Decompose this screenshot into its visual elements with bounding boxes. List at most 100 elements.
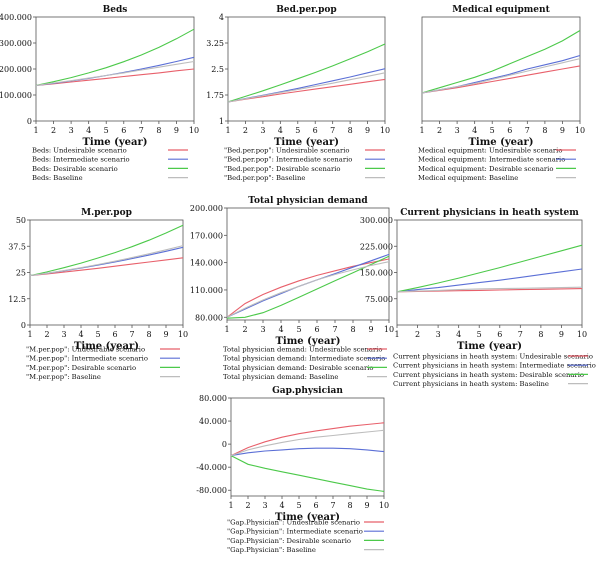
chart-title: Total physician demand [248, 196, 368, 206]
legend-entry-label: Medical equipment: Undesirable scenario [418, 147, 562, 155]
chart-panel: Bed.per.pop 1 1.75 2.5 3.25 4 1 2 3 4 5 6 7 8 9 10 Time … [206, 5, 390, 182]
plot-frame [227, 16, 386, 122]
x-tick-label: 9 [368, 325, 373, 334]
x-tick-label: 1 [394, 330, 399, 339]
series-line [230, 455, 385, 492]
series-line [227, 43, 386, 103]
chart-panel: Current physicians in heath system 75.000… [360, 208, 596, 388]
x-tick-label: 2 [415, 330, 420, 339]
x-tick-label: 1 [225, 126, 230, 135]
chart-panel: M.per.pop 0 12.5 25 37.5 50 1 2 3 4 5 6 7 8 9 10 Time (y… [8, 208, 188, 381]
x-tick-label: 8 [348, 126, 353, 135]
x-tick-label: 5 [95, 330, 100, 339]
x-tick-label: 9 [559, 330, 564, 339]
x-tick-label: 2 [437, 126, 442, 135]
x-tick-label: 8 [146, 330, 151, 339]
x-tick-label: 3 [260, 126, 265, 135]
x-tick-label: 8 [347, 501, 352, 510]
y-tick-label: 37.5 [8, 242, 26, 251]
x-tick-label: 8 [538, 330, 543, 339]
series-line [29, 257, 184, 277]
legend-entry-label: Beds: Intermediate scenario [32, 156, 130, 164]
plot-frame [35, 16, 195, 122]
x-tick-label: 6 [507, 126, 512, 135]
x-tick-label: 1 [33, 126, 38, 135]
y-tick-label: -40.000 [196, 463, 227, 472]
y-tick-label: 25 [16, 269, 26, 278]
x-tick-label: 1 [27, 330, 32, 339]
series-line [35, 68, 195, 86]
legend-entry-label: Beds: Desirable scenario [32, 165, 118, 173]
x-tick-label: 10 [575, 126, 585, 135]
x-axis-label: Time (year) [274, 137, 339, 148]
x-axis-label: Time (year) [468, 137, 533, 148]
legend-entry-label: Current physicians in heath system: Inte… [393, 362, 596, 370]
x-tick-label: 2 [242, 325, 247, 334]
legend-entry-label: Total physician demand: Baseline [223, 373, 338, 381]
x-tick-label: 5 [477, 330, 482, 339]
legend-entry-label: Total physician demand: Undesirable scen… [223, 346, 382, 354]
x-tick-label: 5 [296, 325, 301, 334]
legend-entry-label: "Gap.Physician": Intermediate scenario [227, 528, 363, 536]
y-tick-label: 50 [16, 216, 26, 225]
legend-entry-label: Beds: Undesirable scenario [32, 147, 127, 155]
chart-panel: Gap.physician -80.000 -40.000 0 40.000 80.000… [196, 386, 389, 554]
legend-entry-label: "M.per.pop": Undesirable scenario [26, 346, 145, 354]
legend-entry-label: Current physicians in heath system: Unde… [393, 353, 593, 361]
x-tick-label: 3 [69, 126, 74, 135]
legend-entry-label: Current physicians in heath system: Base… [393, 380, 549, 388]
x-tick-label: 9 [560, 126, 565, 135]
series-line [29, 245, 184, 277]
x-tick-label: 2 [44, 330, 49, 339]
x-tick-label: 10 [577, 330, 587, 339]
chart-panel: Total physician demand 80.000 110.000 140.0… [190, 196, 394, 381]
chart-title: Current physicians in heath system [400, 208, 579, 218]
legend-entry-label: Current physicians in heath system: Desi… [393, 371, 584, 379]
x-tick-label: 3 [61, 330, 66, 339]
x-tick-label: 1 [224, 325, 229, 334]
x-axis-label: Time (year) [275, 336, 340, 347]
y-tick-label: 110.000 [190, 286, 223, 295]
legend-entry-label: Beds: Baseline [32, 174, 83, 182]
series-line [230, 422, 385, 457]
x-tick-label: 3 [262, 501, 267, 510]
x-tick-label: 6 [112, 330, 117, 339]
x-axis-label: Time (year) [457, 341, 522, 352]
plot-frame [226, 207, 390, 321]
x-tick-label: 4 [456, 330, 461, 339]
legend-entry-label: Medical equipment: Intermediate scenario [418, 156, 565, 164]
series-line [396, 286, 583, 293]
series-line [35, 28, 195, 86]
y-tick-label: 80.000 [199, 394, 227, 403]
y-tick-label: 1 [219, 117, 224, 126]
x-tick-label: 3 [455, 126, 460, 135]
series-line [230, 429, 385, 457]
x-tick-label: 10 [380, 126, 390, 135]
y-tick-label: 75.000 [365, 295, 393, 304]
legend-entry-label: Medical equipment: Desirable scenario [418, 165, 553, 173]
x-tick-label: 10 [384, 325, 394, 334]
x-tick-label: 5 [104, 126, 109, 135]
x-tick-label: 6 [497, 330, 502, 339]
legend-entry-label: Total physician demand: Desirable scenar… [223, 364, 373, 372]
x-tick-label: 5 [296, 501, 301, 510]
series-line [421, 30, 581, 94]
x-tick-label: 9 [174, 126, 179, 135]
legend-entry-label: "Bed.per.pop": Undesirable scenario [224, 147, 349, 155]
y-tick-label: 2.5 [211, 65, 224, 74]
x-tick-label: 6 [121, 126, 126, 135]
x-tick-label: 4 [278, 325, 283, 334]
y-tick-label: 300.000 [0, 39, 32, 48]
x-tick-label: 5 [490, 126, 495, 135]
legend-entry-label: "M.per.pop": Intermediate scenario [26, 355, 148, 363]
legend-entry-label: "Gap.Physician": Desirable scenario [227, 537, 351, 545]
series-line [421, 58, 581, 94]
x-tick-label: 2 [243, 126, 248, 135]
x-tick-label: 8 [156, 126, 161, 135]
legend-entry-label: "M.per.pop": Baseline [26, 373, 101, 381]
x-tick-label: 9 [365, 126, 370, 135]
x-tick-label: 7 [518, 330, 523, 339]
series-line [227, 72, 386, 103]
